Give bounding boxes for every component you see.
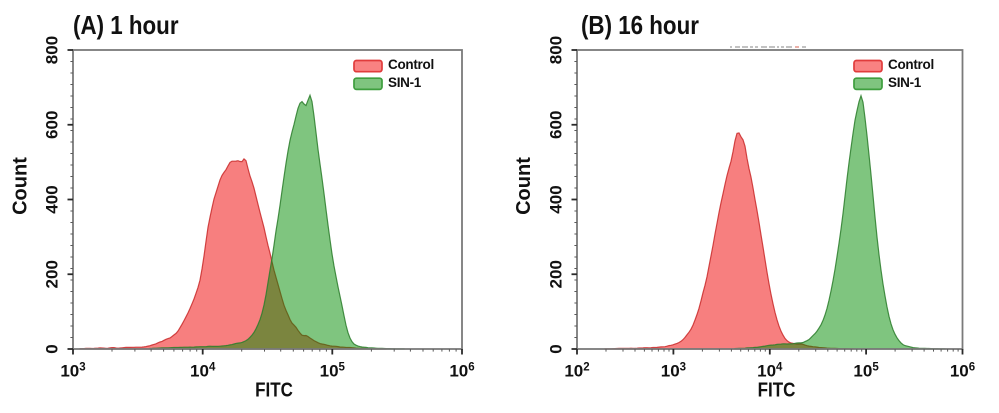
svg-text:SIN-1: SIN-1 [388, 75, 422, 90]
svg-text:600: 600 [43, 111, 62, 139]
svg-text:400: 400 [43, 185, 62, 213]
svg-text:Count: Count [513, 157, 535, 215]
svg-text:0: 0 [43, 344, 62, 353]
svg-text:600: 600 [547, 111, 566, 139]
svg-text:Control: Control [388, 57, 434, 72]
svg-text:(B) 16 hour: (B) 16 hour [581, 11, 699, 40]
svg-text:400: 400 [547, 185, 566, 213]
svg-text:200: 200 [43, 260, 62, 288]
svg-text:Control: Control [888, 57, 934, 72]
svg-text:SIN-1: SIN-1 [888, 75, 922, 90]
svg-text:FITC: FITC [758, 378, 796, 401]
svg-text:Count: Count [10, 157, 32, 215]
svg-text:FITC: FITC [255, 378, 293, 401]
svg-text:800: 800 [547, 36, 566, 64]
svg-text:(A) 1 hour: (A) 1 hour [73, 11, 179, 40]
svg-text:800: 800 [43, 36, 62, 64]
svg-text:0: 0 [547, 344, 566, 353]
svg-text:200: 200 [547, 260, 566, 288]
